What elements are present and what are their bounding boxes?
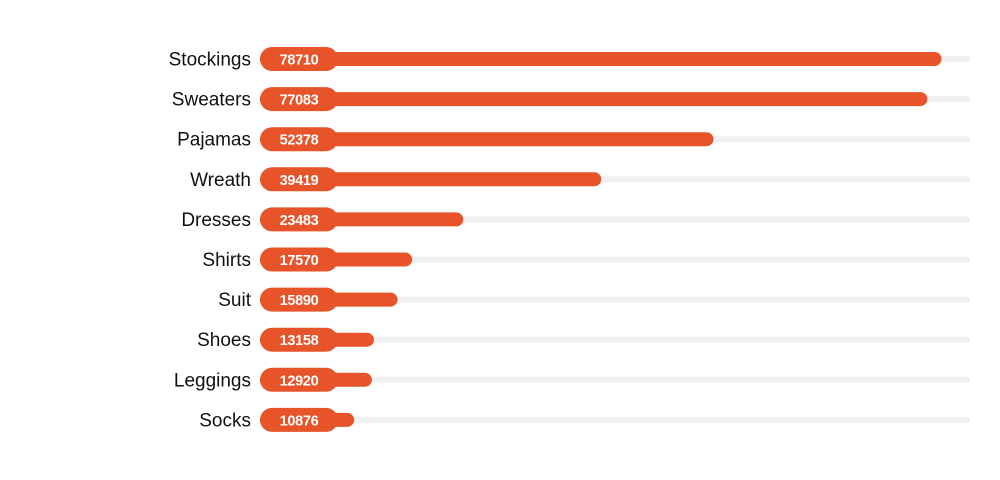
value-pill [260, 127, 338, 152]
bar [260, 172, 602, 187]
bar-row: 52378 Pajamas [177, 127, 970, 152]
bar-row: 12920 Leggings [174, 367, 970, 392]
category-label: Pajamas [177, 130, 251, 151]
bar-row: 39419 Wreath [190, 167, 970, 192]
value-pill [260, 87, 338, 112]
data-label: 39419 [280, 173, 319, 189]
data-label: 10876 [280, 413, 319, 429]
bar-row: 23483 Dresses [181, 207, 970, 232]
data-label: 15890 [280, 293, 319, 309]
category-label: Shirts [202, 250, 251, 271]
category-label: Sweaters [172, 90, 251, 111]
bar [260, 92, 928, 107]
bar-row: 77083 Sweaters [172, 87, 970, 112]
bar-row: 15890 Suit [218, 287, 970, 312]
value-pill [260, 367, 338, 392]
data-label: 23483 [280, 213, 319, 229]
bar-row: 10876 Socks [199, 407, 970, 432]
category-label: Dresses [181, 210, 251, 231]
data-label: 78710 [280, 53, 319, 69]
category-label: Suit [218, 290, 251, 311]
data-label: 17570 [280, 253, 319, 269]
bar [260, 52, 942, 66]
value-pill [260, 207, 338, 232]
bar-track [260, 376, 970, 383]
data-label: 52378 [280, 133, 319, 149]
data-label: 13158 [280, 333, 319, 349]
category-label: Stockings [169, 50, 251, 71]
data-label: 77083 [280, 93, 319, 109]
category-label: Socks [199, 410, 251, 431]
category-label: Leggings [174, 370, 251, 391]
data-label: 12920 [280, 373, 319, 389]
bar-row: 13158 Shoes [197, 327, 970, 352]
bar [260, 132, 714, 147]
category-label: Shoes [197, 330, 251, 351]
bar-track [260, 296, 970, 303]
value-pill [260, 247, 338, 272]
bar-row: 78710 Stockings [169, 47, 970, 71]
bar-track [260, 336, 970, 343]
value-pill [260, 327, 338, 352]
bar-row: 17570 Shirts [202, 247, 970, 272]
bar-track [260, 256, 970, 263]
value-pill [260, 167, 338, 192]
bar-rows: 78710 Stockings 77083 Sweaters 52378 Pajamas 3… [169, 47, 970, 432]
bar-track [260, 416, 970, 423]
value-pill [260, 287, 338, 312]
value-pill [260, 407, 338, 432]
value-pill [260, 47, 338, 71]
category-label: Wreath [190, 170, 251, 191]
